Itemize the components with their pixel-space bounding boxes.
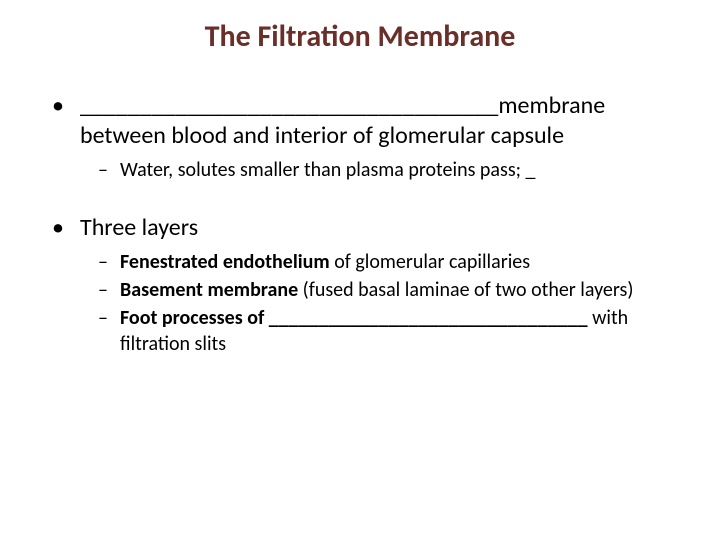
bullet-text: Water, solutes smaller than plasma prote… xyxy=(120,158,536,182)
bullet-text: (fused basal laminae of two other layers… xyxy=(298,278,633,302)
list-item: Foot processes of ______________________… xyxy=(98,305,690,357)
list-item: Water, solutes smaller than plasma prote… xyxy=(98,157,690,183)
list-item: Fenestrated endothelium of glomerular ca… xyxy=(98,249,690,275)
bullet-text: of glomerular capillaries xyxy=(330,250,530,274)
bullet-text-bold: Foot processes of ______________________… xyxy=(120,306,588,330)
bullet-list-level1: ___________________________________membr… xyxy=(30,91,690,357)
list-item: Basement membrane (fused basal laminae o… xyxy=(98,277,690,303)
bullet-text-bold: Fenestrated endothelium xyxy=(120,250,330,274)
bullet-text: Three layers xyxy=(80,213,198,242)
bullet-text-bold: Basement membrane xyxy=(120,278,298,302)
list-item: Three layers Fenestrated endothelium of … xyxy=(52,213,690,357)
bullet-list-level2: Water, solutes smaller than plasma prote… xyxy=(80,157,690,183)
bullet-list-level2: Fenestrated endothelium of glomerular ca… xyxy=(80,249,690,357)
slide-title: The Filtration Membrane xyxy=(30,18,690,55)
list-item: ___________________________________membr… xyxy=(52,91,690,183)
bullet-text: ___________________________________ xyxy=(80,91,498,120)
